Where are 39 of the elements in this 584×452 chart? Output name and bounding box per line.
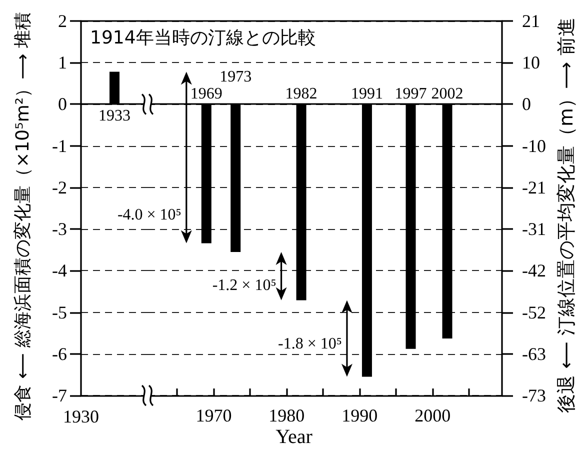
y2-axis-title: 後退 ⟵ 汀線位置の平均変化量（m）⟶ 前進 <box>556 18 578 413</box>
y-tick-label: 0 <box>58 94 67 114</box>
annotation: 1991 <box>350 86 383 103</box>
chart-title: 1914年当時の汀線との比較 <box>90 28 316 48</box>
y-tick-label: 1 <box>58 52 67 73</box>
x-tick-label: 1990 <box>342 406 378 426</box>
annotation: -1.8 × 10⁵ <box>278 335 342 352</box>
x-tick-label: 1933 <box>98 108 130 125</box>
text: 1930 <box>63 406 99 426</box>
y2-tick-label: -42 <box>522 260 546 281</box>
y-tick-label: 2 <box>58 11 67 31</box>
y2-tick-label: 10 <box>522 52 540 73</box>
y2-tick-label: 21 <box>522 11 540 31</box>
y-axis-title: 侵食 ⟵ 総海浜面積の変化量（×10⁵m²）⟶ 堆積 <box>12 12 34 421</box>
y-tick-label: -5 <box>52 302 67 322</box>
y2-tick-label: -31 <box>522 219 546 240</box>
annotation: -4.0 × 10⁵ <box>117 206 182 224</box>
y-tick-label: -3 <box>52 219 67 240</box>
x-tick-label: 1980 <box>268 406 305 426</box>
y-tick-label: -2 <box>52 177 67 198</box>
y-tick-label: -6 <box>52 344 67 364</box>
annotation: 1982 <box>285 86 318 103</box>
y2-tick-label: -52 <box>522 302 546 322</box>
x-tick-label: 2000 <box>414 406 451 426</box>
annotation: 1973 <box>220 68 252 86</box>
y-tick-label: -1 <box>52 136 67 156</box>
annotation: 1997 <box>394 86 427 103</box>
annotation: 2002 <box>431 86 464 103</box>
annotation: 1969 <box>190 86 222 103</box>
y-tick-label: -4 <box>52 260 67 281</box>
y2-tick-label: -73 <box>522 386 546 406</box>
x-axis-title: Year <box>276 426 313 448</box>
y2-tick-label: -63 <box>522 344 546 364</box>
y-tick-label: -7 <box>52 386 67 406</box>
x-tick-label: 1970 <box>196 406 232 426</box>
y2-tick-label: -10 <box>522 136 546 156</box>
y2-tick-label: -21 <box>522 177 546 198</box>
annotation: -1.2 × 10⁵ <box>212 277 276 294</box>
y2-tick-label: 0 <box>522 94 531 114</box>
